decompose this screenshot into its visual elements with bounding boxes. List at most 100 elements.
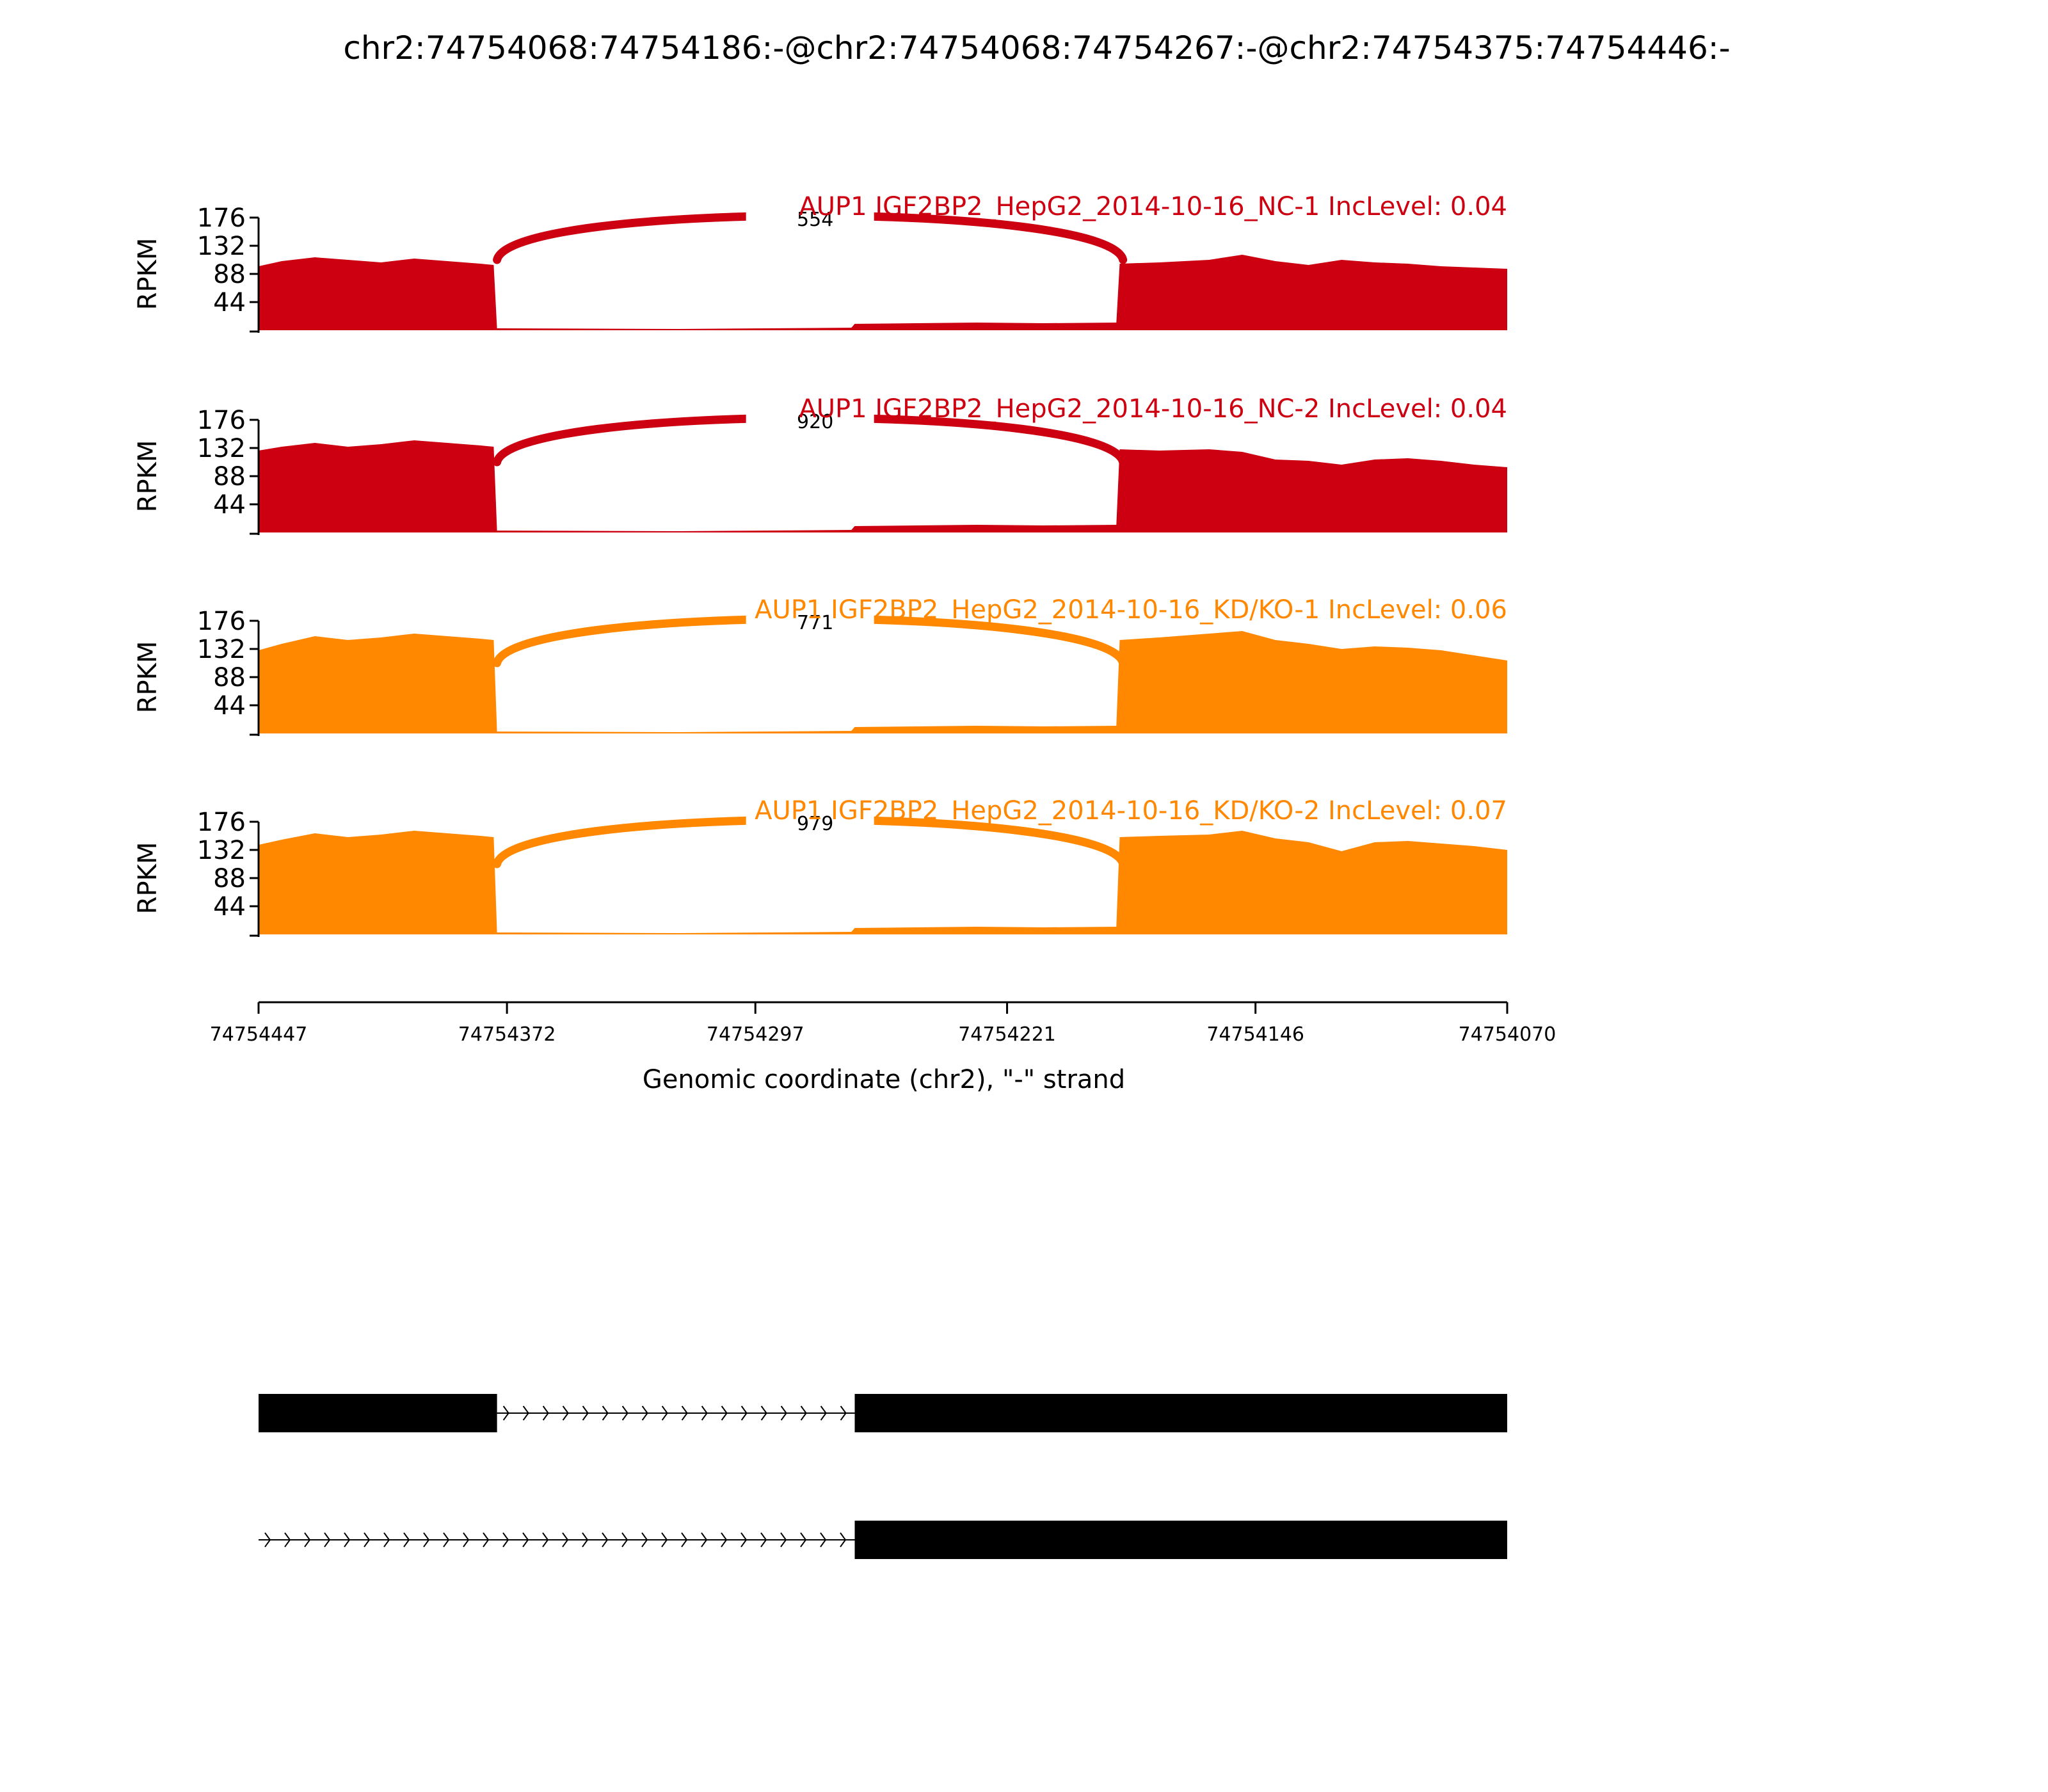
coverage-area [259,440,1507,532]
y-tick-label: 88 [213,864,246,893]
strand-arrow [344,1532,351,1548]
strand-arrow [800,1405,807,1421]
strand-arrow [840,1405,847,1421]
junction-count: 979 [797,813,833,835]
strand-arrow [740,1532,748,1548]
strand-arrow [621,1405,628,1421]
x-axis-label: Genomic coordinate (chr2), "-" strand [643,1065,1125,1094]
strand-arrow [740,1405,748,1421]
strand-arrow [760,1405,767,1421]
strand-arrow [502,1532,509,1548]
strand-arrow [681,1532,688,1548]
y-tick-label: 44 [213,490,246,520]
strand-arrow [463,1532,470,1548]
track-label: AUP1 IGF2BP2_HepG2_2014-10-16_KD/KO-1 In… [755,595,1507,625]
y-tick-label: 132 [197,232,246,261]
exon-block [259,1394,497,1432]
coverage-area [259,831,1507,934]
strand-arrow [621,1532,628,1548]
strand-arrow [423,1532,430,1548]
y-tick-label: 176 [197,406,246,435]
y-axis-label: RPKM [133,842,163,915]
y-tick-label: 88 [213,462,246,492]
y-axis-label: RPKM [133,641,163,714]
track-label: AUP1 IGF2BP2_HepG2_2014-10-16_NC-2 IncLe… [799,394,1507,424]
strand-arrow [364,1532,371,1548]
isoform-1 [259,1394,1507,1432]
junction-count: 554 [797,209,833,231]
y-tick-label: 132 [197,635,246,664]
junction-count-bg [746,401,874,435]
junction-count-bg [746,803,874,836]
strand-arrow [562,1405,569,1421]
strand-arrow [661,1405,668,1421]
strand-arrow [721,1532,728,1548]
figure-title: chr2:74754068:74754186:-@chr2:74754068:7… [343,29,1730,67]
strand-arrow [701,1405,708,1421]
strand-arrow [820,1532,827,1548]
strand-arrow [800,1532,807,1548]
isoform-2 [259,1521,1507,1559]
strand-arrow [264,1532,271,1548]
strand-arrow [641,1532,648,1548]
track-label: AUP1 IGF2BP2_HepG2_2014-10-16_NC-1 IncLe… [799,192,1507,221]
y-tick-label: 88 [213,260,246,289]
strand-arrow [304,1532,311,1548]
strand-arrow [284,1532,291,1548]
strand-arrow [780,1405,787,1421]
y-tick-label: 176 [197,204,246,233]
y-tick-label: 132 [197,836,246,865]
junction-count-bg [746,602,874,636]
strand-arrow [681,1405,688,1421]
strand-arrow [582,1405,589,1421]
strand-arrow [602,1405,609,1421]
y-tick-label: 176 [197,607,246,636]
strand-arrow [721,1405,728,1421]
x-tick-label: 74754447 [210,1023,308,1046]
x-tick-label: 74754297 [707,1023,804,1046]
strand-arrow [443,1532,450,1548]
strand-arrow [562,1532,569,1548]
strand-arrow [641,1405,648,1421]
x-tick-label: 74754070 [1459,1023,1556,1046]
strand-arrow [542,1405,549,1421]
y-tick-label: 44 [213,892,246,922]
strand-arrow [780,1532,787,1548]
y-tick-label: 88 [213,663,246,692]
junction-count: 771 [797,612,833,634]
strand-arrow [324,1532,331,1548]
exon-block [854,1521,1507,1559]
y-tick-label: 176 [197,808,246,837]
track-label: AUP1 IGF2BP2_HepG2_2014-10-16_KD/KO-2 In… [755,796,1507,826]
x-tick-label: 74754221 [958,1023,1056,1046]
strand-arrow [483,1532,490,1548]
isoform-models [259,1394,1507,1559]
strand-arrow [542,1532,549,1548]
junction-count: 920 [797,411,833,433]
strand-arrow [840,1532,847,1548]
strand-arrow [403,1532,410,1548]
strand-arrow [820,1405,827,1421]
y-tick-label: 132 [197,434,246,463]
strand-arrow [522,1532,529,1548]
strand-arrow [383,1532,390,1548]
y-tick-label: 44 [213,288,246,317]
strand-arrow [701,1532,708,1548]
x-axis: 74754447 74754372 74754297 74754221 74754146… [210,1001,1556,1046]
strand-arrow [760,1532,767,1548]
strand-arrow [522,1405,529,1421]
coverage-area [259,255,1507,330]
y-tick-label: 44 [213,691,246,721]
strand-arrow [582,1532,589,1548]
y-axis-label: RPKM [133,238,163,310]
x-tick-label: 74754372 [458,1023,556,1046]
y-axis-label: RPKM [133,440,163,513]
exon-block [854,1394,1507,1432]
coverage-area [259,631,1507,733]
junction-count-bg [746,199,874,232]
